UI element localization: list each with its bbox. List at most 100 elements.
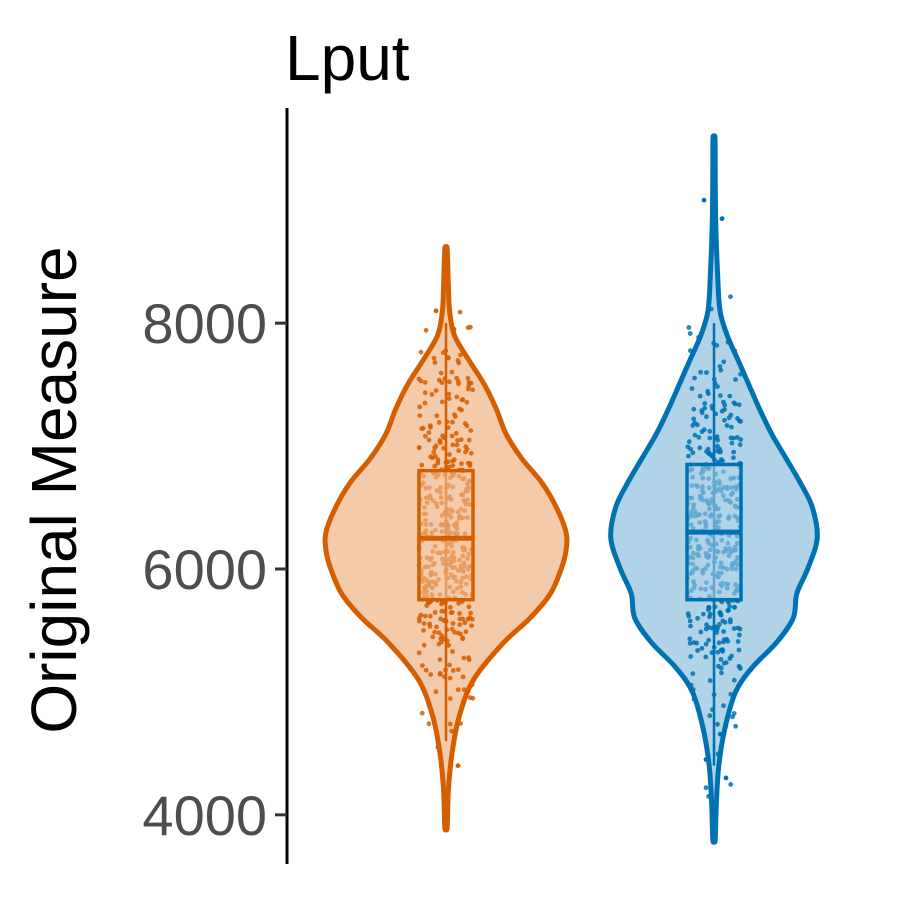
data-point bbox=[690, 671, 696, 677]
data-point bbox=[711, 692, 717, 698]
data-point bbox=[707, 611, 713, 617]
data-point bbox=[725, 608, 731, 613]
data-point bbox=[721, 399, 726, 405]
data-point bbox=[416, 615, 422, 621]
data-point bbox=[711, 624, 717, 630]
data-point bbox=[700, 723, 705, 728]
data-point bbox=[447, 675, 453, 681]
data-point bbox=[439, 399, 445, 405]
data-point bbox=[723, 775, 729, 781]
data-point bbox=[690, 450, 696, 456]
data-point bbox=[441, 445, 446, 451]
data-point bbox=[685, 444, 691, 450]
box-iqr bbox=[417, 468, 475, 602]
data-point bbox=[451, 457, 457, 463]
data-point bbox=[727, 393, 733, 399]
data-point bbox=[433, 308, 439, 314]
data-point bbox=[714, 630, 719, 635]
data-point bbox=[424, 603, 430, 608]
data-point bbox=[447, 452, 452, 457]
data-point bbox=[707, 713, 713, 719]
data-point bbox=[417, 404, 422, 410]
data-point bbox=[463, 629, 469, 635]
data-point bbox=[446, 391, 452, 397]
data-point bbox=[446, 355, 451, 361]
data-point bbox=[457, 622, 463, 627]
data-point bbox=[731, 449, 736, 455]
data-point bbox=[451, 326, 457, 332]
data-point bbox=[691, 406, 697, 412]
data-point bbox=[736, 647, 742, 653]
data-point bbox=[726, 415, 732, 421]
data-point bbox=[703, 654, 709, 660]
data-point bbox=[721, 629, 726, 634]
data-point bbox=[436, 630, 442, 636]
data-point bbox=[688, 348, 693, 354]
data-point bbox=[455, 687, 461, 693]
data-point bbox=[458, 437, 464, 443]
data-point bbox=[718, 457, 724, 462]
violin-group bbox=[608, 133, 820, 845]
data-point bbox=[717, 731, 723, 737]
data-point bbox=[430, 634, 436, 640]
data-point bbox=[732, 604, 738, 610]
data-point bbox=[714, 434, 720, 439]
data-point bbox=[431, 449, 437, 455]
y-tick-label: 6000 bbox=[142, 538, 267, 601]
data-point bbox=[446, 459, 451, 465]
data-point bbox=[720, 618, 726, 624]
data-point bbox=[723, 660, 729, 665]
data-point bbox=[701, 197, 707, 203]
data-point bbox=[456, 448, 462, 454]
data-point bbox=[470, 387, 475, 393]
data-point bbox=[686, 439, 692, 445]
data-point bbox=[437, 657, 443, 662]
data-point bbox=[722, 407, 727, 412]
data-point bbox=[716, 663, 721, 669]
data-point bbox=[456, 360, 462, 366]
data-point bbox=[716, 640, 722, 646]
data-point bbox=[455, 438, 460, 443]
data-point bbox=[446, 642, 451, 648]
data-point bbox=[718, 367, 724, 373]
data-point bbox=[421, 642, 427, 648]
data-point bbox=[449, 728, 455, 734]
data-point bbox=[703, 641, 709, 647]
data-point bbox=[689, 386, 695, 391]
data-point bbox=[688, 623, 693, 629]
data-point bbox=[422, 380, 428, 385]
data-point bbox=[461, 655, 467, 661]
data-point bbox=[437, 672, 443, 677]
data-point bbox=[427, 613, 433, 619]
data-point bbox=[449, 626, 455, 632]
data-point bbox=[703, 757, 709, 762]
data-point bbox=[734, 435, 740, 440]
data-point bbox=[705, 388, 710, 394]
data-point bbox=[450, 649, 455, 654]
data-point bbox=[429, 392, 435, 397]
data-point bbox=[450, 442, 456, 448]
data-point bbox=[698, 629, 704, 635]
data-point bbox=[466, 604, 472, 610]
data-point bbox=[729, 440, 735, 446]
plot-area bbox=[322, 133, 820, 845]
data-point bbox=[718, 393, 723, 398]
data-point bbox=[465, 375, 471, 381]
data-point bbox=[716, 622, 722, 627]
data-point bbox=[735, 639, 741, 644]
data-point bbox=[442, 674, 447, 680]
data-point bbox=[727, 604, 732, 609]
data-point bbox=[421, 621, 427, 626]
data-point bbox=[432, 445, 438, 451]
data-point bbox=[707, 678, 713, 683]
data-point bbox=[722, 417, 727, 423]
data-point bbox=[710, 707, 715, 712]
data-point bbox=[695, 615, 700, 621]
data-point bbox=[437, 438, 443, 443]
data-point bbox=[712, 457, 717, 462]
data-point bbox=[732, 348, 738, 354]
data-point bbox=[696, 434, 702, 440]
data-point bbox=[466, 380, 472, 385]
data-point bbox=[421, 628, 426, 633]
data-point bbox=[691, 416, 697, 422]
